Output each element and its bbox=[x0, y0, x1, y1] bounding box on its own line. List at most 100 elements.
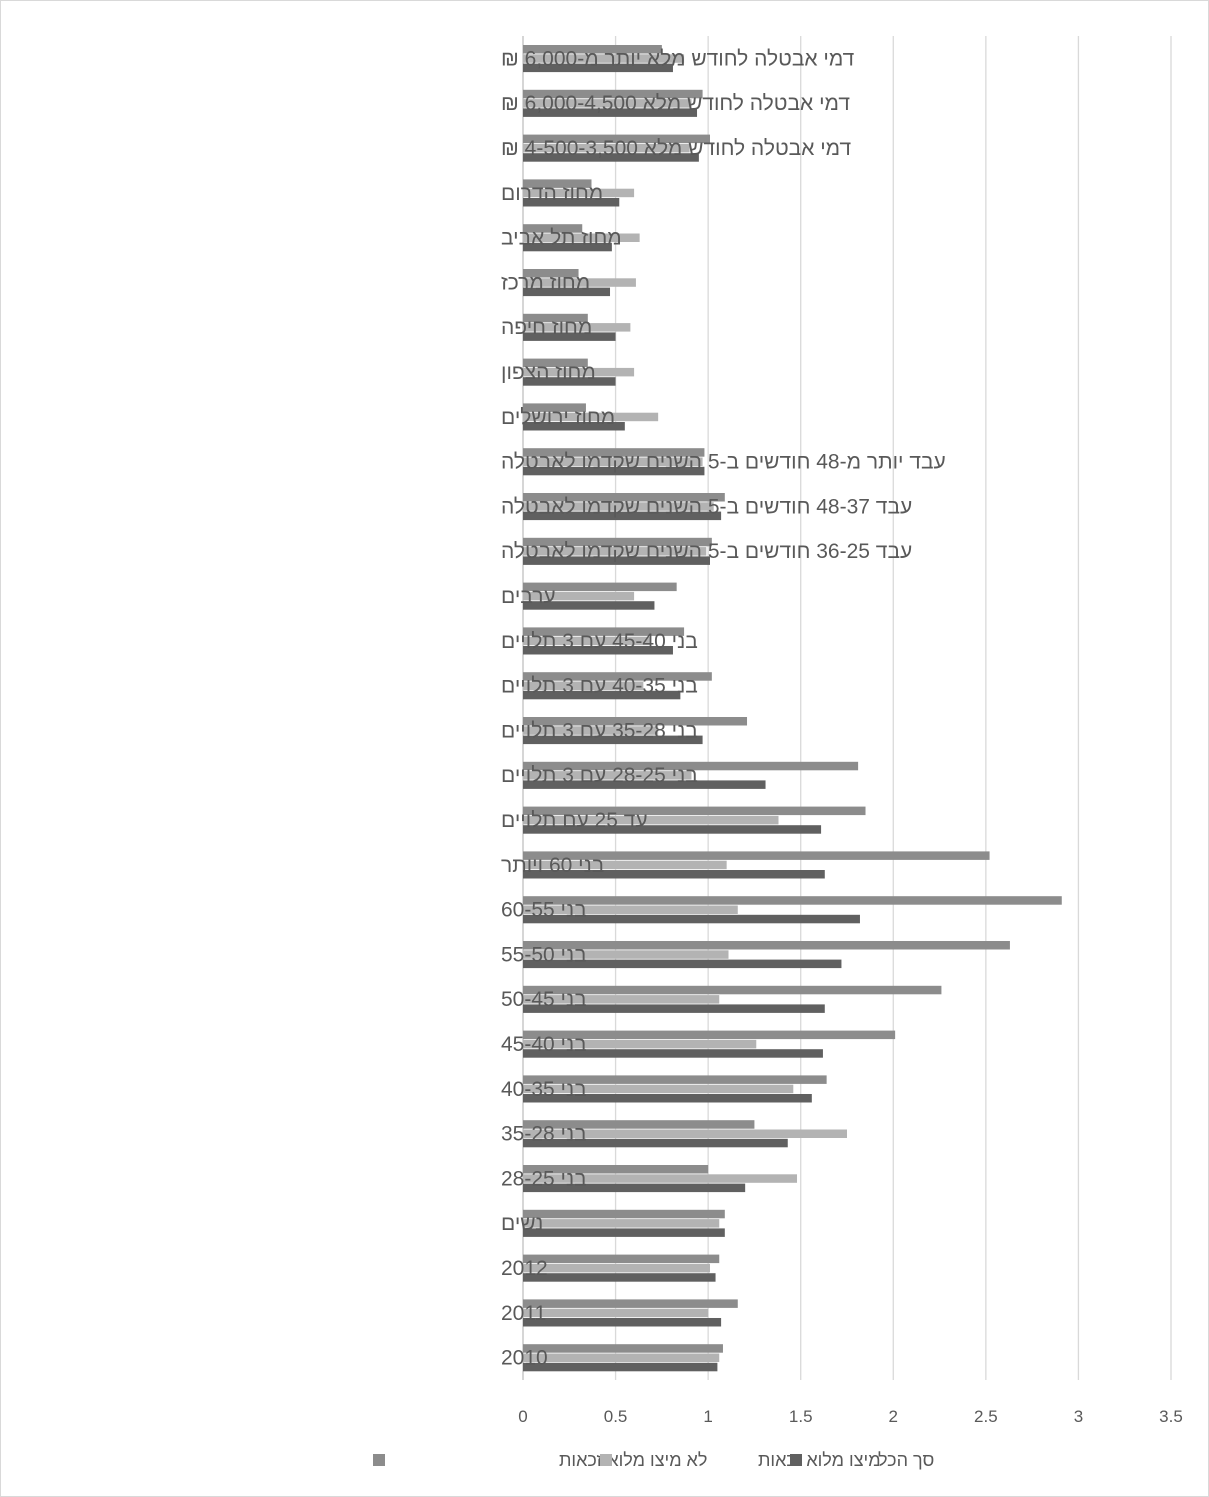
bar bbox=[523, 806, 866, 816]
bar bbox=[523, 198, 620, 207]
category-labels: דמי אבטלה לחודש מלא יותר מ-6,000 ₪ דמי אב… bbox=[501, 47, 946, 1369]
bar bbox=[523, 905, 738, 914]
category-label: בני 60 ויותר bbox=[501, 854, 604, 877]
bar bbox=[523, 358, 588, 368]
bar bbox=[523, 636, 651, 646]
category-label: מחוז הדרום bbox=[501, 182, 603, 205]
bar bbox=[523, 1030, 896, 1040]
x-tick-label: 3 bbox=[1074, 1407, 1083, 1426]
bar bbox=[523, 45, 662, 54]
bar bbox=[523, 63, 673, 73]
bar bbox=[523, 1165, 709, 1174]
legend-label: סך הכל bbox=[878, 1450, 934, 1470]
category-label: בני 40-35 bbox=[501, 1078, 587, 1101]
legend-swatch bbox=[373, 1454, 385, 1466]
category-label: בני 50-45 bbox=[501, 988, 587, 1011]
bar bbox=[523, 1129, 847, 1138]
category-label: מחוז תל אביב bbox=[501, 227, 622, 250]
bar bbox=[523, 1138, 788, 1148]
bar bbox=[523, 99, 692, 108]
bar bbox=[523, 950, 729, 959]
category-label: דמי אבטלה לחודש מלא יותר מ-6,000 ₪ bbox=[501, 47, 855, 70]
category-label: בני 28-25 bbox=[501, 1167, 587, 1190]
category-label: 2012 bbox=[501, 1257, 548, 1280]
bar bbox=[523, 1094, 812, 1103]
bar bbox=[523, 556, 710, 565]
category-label: דמי אבטלה לחודש מלא 6,000-4,500 ₪ bbox=[501, 92, 850, 115]
category-label: נשים bbox=[501, 1212, 543, 1235]
category-label: בני 45-40 bbox=[501, 1033, 587, 1056]
category-label: מחוז ירושלים bbox=[501, 406, 615, 429]
bar bbox=[523, 493, 725, 502]
gridlines bbox=[522, 36, 1172, 1380]
bar bbox=[523, 582, 677, 592]
legend-label: לא מיצו מלוא זכאות bbox=[559, 1450, 707, 1470]
category-label: ערבים bbox=[501, 585, 556, 608]
bar bbox=[523, 332, 616, 341]
bar bbox=[523, 851, 990, 860]
x-tick-label: 1 bbox=[703, 1407, 712, 1426]
bar bbox=[523, 287, 611, 297]
bar bbox=[523, 1004, 825, 1013]
bar bbox=[523, 377, 616, 386]
bar bbox=[523, 985, 942, 995]
bar bbox=[523, 761, 859, 771]
x-tick-label: 0.5 bbox=[604, 1407, 628, 1426]
bar bbox=[523, 825, 822, 834]
bar bbox=[523, 780, 766, 789]
bar bbox=[523, 153, 699, 162]
bar bbox=[523, 646, 673, 655]
bar bbox=[523, 1299, 738, 1308]
bar bbox=[523, 134, 710, 144]
bar bbox=[523, 108, 698, 117]
legend-swatch bbox=[790, 1454, 802, 1466]
bar bbox=[523, 1353, 720, 1362]
category-label: בני 35-28 bbox=[501, 1123, 587, 1146]
bar bbox=[523, 179, 592, 188]
bar bbox=[523, 1318, 722, 1327]
bar bbox=[523, 1263, 710, 1273]
bar bbox=[523, 412, 659, 422]
bars bbox=[523, 45, 1062, 1372]
bar bbox=[523, 591, 635, 601]
bar bbox=[523, 681, 644, 690]
bar bbox=[523, 1308, 709, 1318]
bar bbox=[523, 1209, 725, 1219]
bar bbox=[523, 367, 635, 377]
bar bbox=[523, 1219, 720, 1228]
bar bbox=[523, 735, 703, 745]
category-label: 2010 bbox=[501, 1347, 548, 1370]
category-label: בני 40-35 עם 3 תלויים bbox=[501, 675, 698, 698]
bar bbox=[523, 1362, 718, 1372]
bar bbox=[523, 1273, 716, 1282]
bar bbox=[523, 717, 748, 726]
x-tick-label: 2.5 bbox=[974, 1407, 998, 1426]
category-label: בני 35-28 עם 3 תלויים bbox=[501, 719, 698, 742]
x-tick-label: 0 bbox=[518, 1407, 527, 1426]
bar bbox=[523, 941, 1010, 950]
category-label: עבד 36-25 חודשים ב-5 השנים שקדמו לאבטלה bbox=[501, 540, 912, 563]
bar bbox=[523, 537, 712, 547]
bar bbox=[523, 188, 635, 198]
bar bbox=[523, 1183, 746, 1193]
bar bbox=[523, 1084, 794, 1094]
bar bbox=[523, 860, 727, 870]
x-tick-label: 3.5 bbox=[1159, 1407, 1183, 1426]
category-label: בני 45-40 עם 3 תלויים bbox=[501, 630, 698, 653]
category-label: מחוז הצפון bbox=[501, 361, 596, 384]
bar bbox=[523, 672, 712, 681]
bar bbox=[523, 242, 612, 252]
bar bbox=[523, 870, 825, 879]
bar bbox=[523, 1120, 755, 1129]
bar bbox=[523, 914, 860, 924]
bar bbox=[523, 1049, 823, 1058]
bar bbox=[523, 233, 640, 242]
bar bbox=[523, 771, 692, 780]
bar bbox=[523, 313, 588, 323]
bar bbox=[523, 278, 636, 287]
bar bbox=[523, 1254, 720, 1264]
bar bbox=[523, 815, 779, 825]
